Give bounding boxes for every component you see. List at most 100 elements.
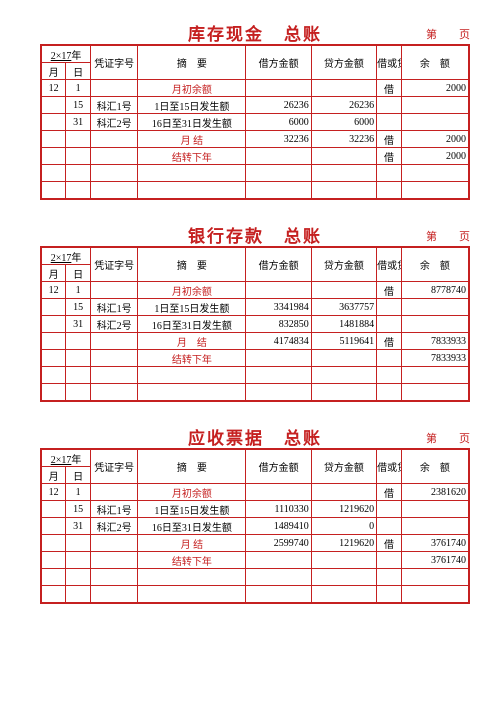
cell: [138, 165, 246, 182]
table-row: 月 结25997401219620借3761740: [41, 535, 469, 552]
cell: 月初余额: [138, 282, 246, 299]
table-row: [41, 165, 469, 182]
cell: 结转下年: [138, 552, 246, 569]
cell: [66, 384, 91, 402]
cell: 16日至31日发生额: [138, 518, 246, 535]
cell: 16日至31日发生额: [138, 316, 246, 333]
cell: [66, 182, 91, 200]
cell: [91, 586, 138, 604]
cell: [377, 586, 402, 604]
cell: 结转下年: [138, 350, 246, 367]
cell: [401, 569, 469, 586]
cell: 科汇1号: [91, 501, 138, 518]
cell: [41, 165, 66, 182]
cell: 1219620: [311, 501, 376, 518]
cell: [401, 165, 469, 182]
cell: [246, 165, 311, 182]
cell: [377, 114, 402, 131]
cell: 0: [311, 518, 376, 535]
table-row: [41, 586, 469, 604]
header-dc: 借或贷: [377, 449, 402, 484]
cell: 12: [41, 80, 66, 97]
ledger-block: 应收票据总账第 页2×17年凭证字号摘 要借方金额贷方金额借或贷余 额月日121…: [40, 424, 470, 604]
header-day: 日: [66, 63, 91, 80]
table-row: 月 结3223632236借2000: [41, 131, 469, 148]
cell: 26236: [246, 97, 311, 114]
ledger-table: 2×17年凭证字号摘 要借方金额贷方金额借或贷余 额月日121月初余额借2000…: [40, 44, 470, 200]
cell: 3761740: [401, 535, 469, 552]
cell: 月初余额: [138, 484, 246, 501]
cell: [41, 552, 66, 569]
cell: [401, 114, 469, 131]
ledger-title: 应收票据总账: [40, 424, 470, 449]
cell: 月初余额: [138, 80, 246, 97]
cell: [401, 384, 469, 402]
cell: [91, 333, 138, 350]
cell: [377, 165, 402, 182]
header-summary: 摘 要: [138, 45, 246, 80]
cell: 1489410: [246, 518, 311, 535]
cell: 1日至15日发生额: [138, 299, 246, 316]
cell: 3341984: [246, 299, 311, 316]
cell: 借: [377, 148, 402, 165]
ledger-document: 库存现金总账第 页2×17年凭证字号摘 要借方金额贷方金额借或贷余 额月日121…: [40, 20, 470, 604]
header-year: 2×17年: [41, 449, 91, 467]
cell: [41, 518, 66, 535]
cell: [401, 182, 469, 200]
ledger-title-b: 总账: [284, 429, 322, 448]
cell: [401, 316, 469, 333]
cell: 1: [66, 484, 91, 501]
cell: 2000: [401, 80, 469, 97]
cell: [41, 182, 66, 200]
table-row: 121月初余额借2381620: [41, 484, 469, 501]
cell: [311, 182, 376, 200]
cell: [377, 384, 402, 402]
cell: 科汇2号: [91, 114, 138, 131]
cell: [91, 569, 138, 586]
cell: 科汇2号: [91, 518, 138, 535]
cell: [311, 367, 376, 384]
cell: [401, 586, 469, 604]
header-credit: 贷方金额: [311, 247, 376, 282]
cell: [66, 333, 91, 350]
cell: [41, 333, 66, 350]
cell: 1日至15日发生额: [138, 501, 246, 518]
cell: [246, 282, 311, 299]
ledger-table: 2×17年凭证字号摘 要借方金额贷方金额借或贷余 额月日121月初余额借8778…: [40, 246, 470, 402]
cell: [41, 350, 66, 367]
ledger-block: 库存现金总账第 页2×17年凭证字号摘 要借方金额贷方金额借或贷余 额月日121…: [40, 20, 470, 200]
cell: [138, 367, 246, 384]
ledger-block: 银行存款总账第 页2×17年凭证字号摘 要借方金额贷方金额借或贷余 额月日121…: [40, 222, 470, 402]
header-day: 日: [66, 467, 91, 484]
cell: 科汇1号: [91, 97, 138, 114]
cell: 科汇2号: [91, 316, 138, 333]
header-day: 日: [66, 265, 91, 282]
table-row: [41, 569, 469, 586]
header-credit: 贷方金额: [311, 449, 376, 484]
ledger-title-a: 库存现金: [188, 25, 264, 44]
cell: [91, 484, 138, 501]
cell: 15: [66, 97, 91, 114]
cell: [377, 569, 402, 586]
cell: [91, 131, 138, 148]
cell: [41, 97, 66, 114]
cell: [91, 384, 138, 402]
cell: 6000: [311, 114, 376, 131]
cell: 832850: [246, 316, 311, 333]
cell: [311, 80, 376, 97]
cell: [311, 569, 376, 586]
cell: [41, 148, 66, 165]
table-row: 月 结41748345119641借7833933: [41, 333, 469, 350]
cell: 借: [377, 535, 402, 552]
cell: [401, 97, 469, 114]
cell: 1481884: [311, 316, 376, 333]
page-marker: 第 页: [426, 26, 470, 42]
ledger-title-row: 库存现金总账第 页: [40, 20, 470, 42]
cell: 2000: [401, 148, 469, 165]
cell: [311, 552, 376, 569]
cell: 科汇1号: [91, 299, 138, 316]
cell: 3761740: [401, 552, 469, 569]
cell: [401, 501, 469, 518]
cell: [377, 501, 402, 518]
cell: [246, 80, 311, 97]
